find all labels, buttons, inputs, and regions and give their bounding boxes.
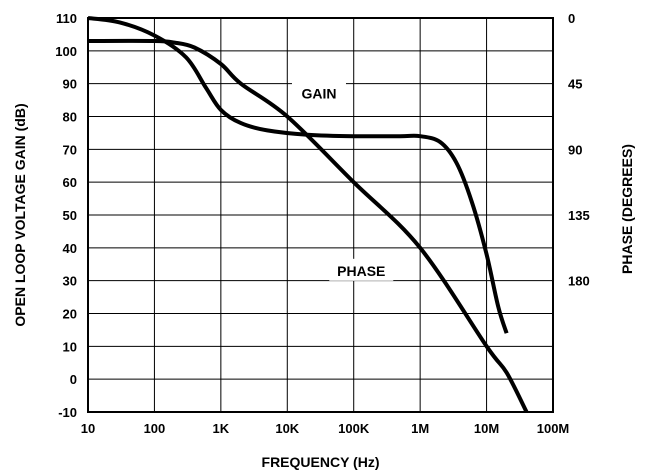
y-tick-label: 20 [63,307,77,322]
x-tick-label: 1K [213,421,230,436]
x-tick-label: 100M [537,421,570,436]
y-tick-label: 110 [56,11,77,26]
y2-tick-label: 135 [568,208,590,223]
y2-axis-label: PHASE (DEGREES) [619,144,635,274]
y-tick-label: 0 [70,372,77,387]
x-tick-label: 10M [474,421,499,436]
x-tick-label: 10K [275,421,299,436]
curve-label-bg [291,81,346,104]
curve-label-bg [329,258,394,281]
y-tick-label: 40 [63,241,77,256]
y2-tick-label: 90 [568,142,582,157]
curve-label-phase: PHASE [337,263,385,279]
x-tick-label: 100 [144,421,166,436]
curve-label-gain: GAIN [301,86,336,102]
y2-tick-label: 180 [568,274,590,289]
y-tick-label: -10 [58,405,77,420]
curves [87,16,529,413]
x-tick-label: 1M [411,421,429,436]
y2-tick-label: 45 [568,77,582,92]
plot-frame [87,17,554,413]
x-tick-label: 10 [81,421,95,436]
series-gain-line [87,38,529,413]
y-tick-label: 90 [63,77,77,92]
tick-labels: 10 100 1K 10K 100K 1M 10M 100M11010090807060504… [55,11,589,436]
curve-labels: GAIN PHASE [291,81,394,281]
y-tick-label: 100 [55,44,77,59]
series-phase-line [87,16,509,334]
grid [87,17,554,413]
y-tick-label: 60 [63,175,77,190]
y-axis-label: OPEN LOOP VOLTAGE GAIN (dB) [12,103,28,326]
y-tick-label: 70 [63,142,77,157]
y-tick-label: 80 [63,110,77,125]
y2-tick-label: 0 [568,11,575,26]
x-tick-label: 100K [338,421,370,436]
x-axis-label: FREQUENCY (Hz) [262,454,380,470]
y-tick-label: 30 [63,274,77,289]
y-tick-label: 50 [63,208,77,223]
y-tick-label: 10 [63,339,77,354]
